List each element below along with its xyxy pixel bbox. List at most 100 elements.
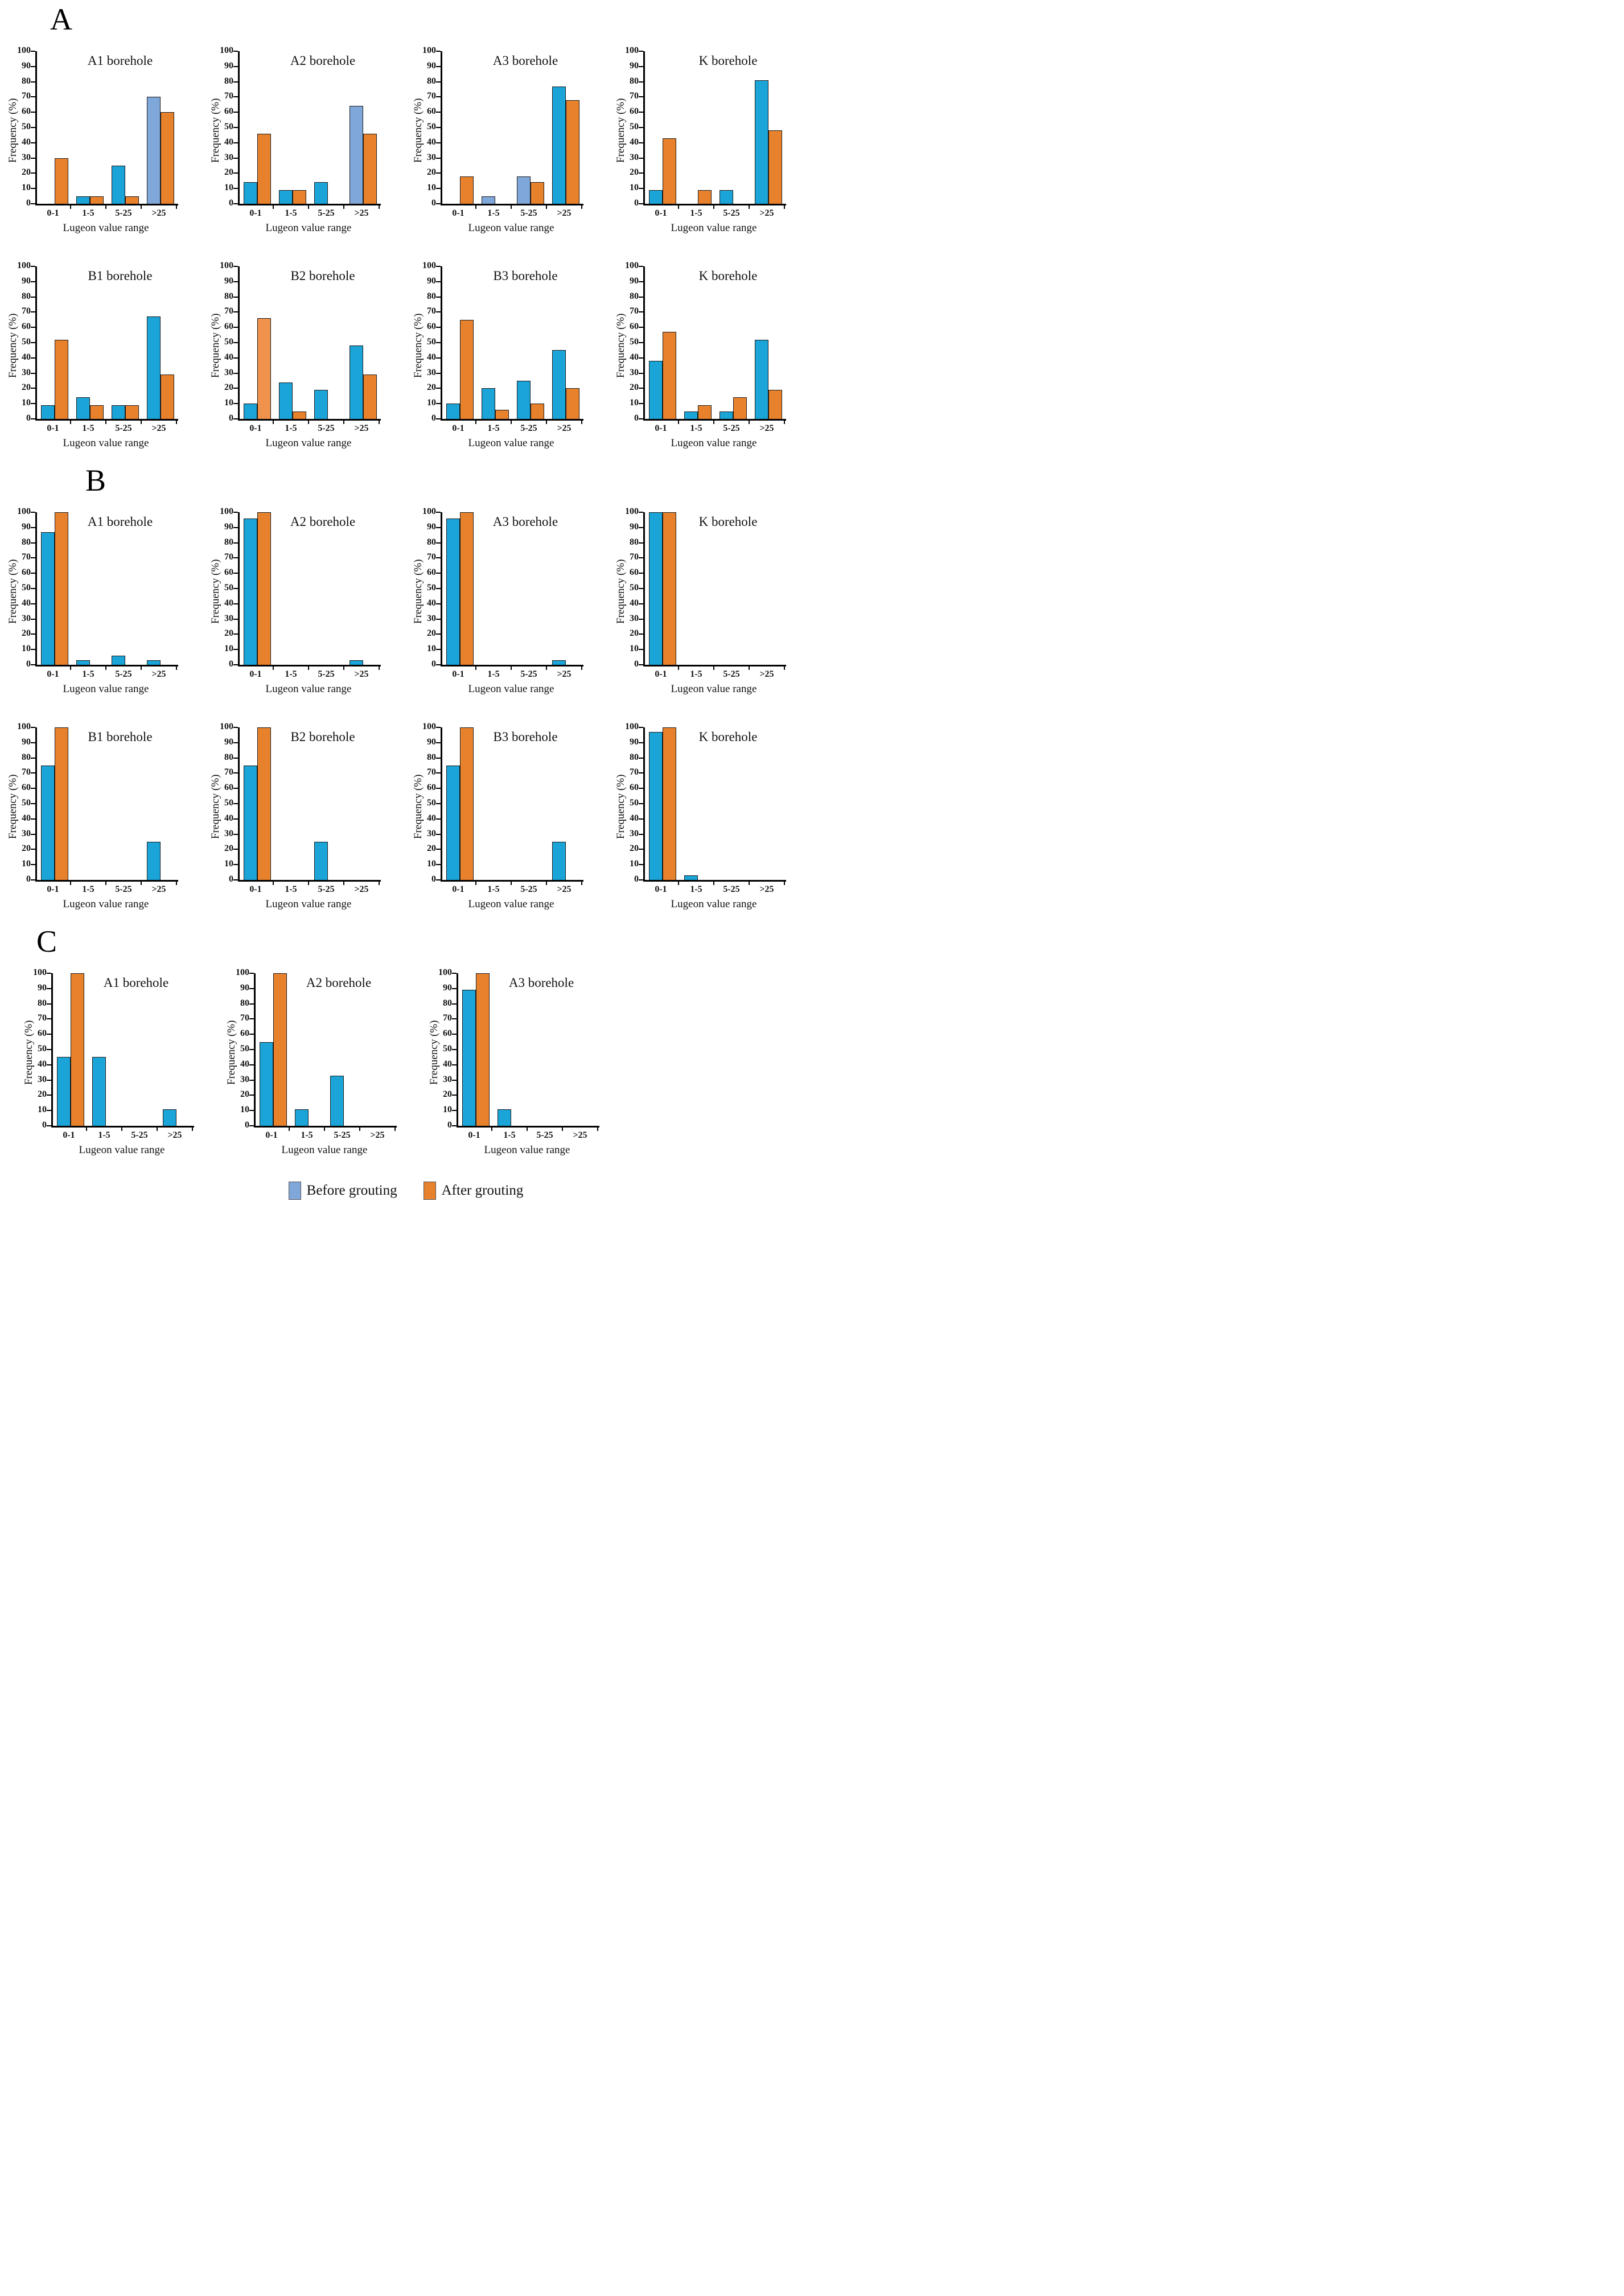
bar-before	[76, 660, 90, 665]
plot-area	[238, 727, 381, 882]
y-tick-mark	[31, 112, 35, 113]
plot-area	[441, 727, 583, 882]
y-tick-label: 70	[22, 552, 31, 562]
y-tick-mark	[47, 1003, 51, 1005]
y-tick-mark	[436, 112, 441, 113]
chart-title: K borehole	[698, 515, 758, 529]
x-tick-mark	[511, 880, 512, 885]
y-tick-label: 90	[427, 60, 436, 71]
y-tick-label: 10	[630, 644, 639, 654]
y-tick-label: 40	[224, 598, 233, 608]
x-tick-mark	[749, 665, 750, 670]
y-tick-mark	[436, 557, 441, 559]
y-tick-label: 100	[438, 968, 452, 977]
bar-before	[41, 532, 55, 665]
y-tick-mark	[31, 157, 35, 159]
y-tick-label: 80	[224, 537, 233, 547]
y-tick-mark	[639, 203, 643, 204]
bar-after	[55, 158, 68, 204]
y-tick-mark	[31, 849, 35, 850]
bar-before	[41, 766, 55, 880]
bar-before	[517, 176, 531, 204]
x-tick-mark	[141, 665, 142, 670]
y-tick-label: 20	[22, 843, 31, 854]
x-category-label: >25	[151, 884, 166, 894]
bar-after	[698, 190, 712, 204]
y-tick-label: 40	[427, 598, 436, 608]
y-tick-mark	[436, 788, 441, 789]
y-tick-mark	[233, 357, 238, 359]
y-tick-mark	[31, 127, 35, 128]
y-tick-label: 80	[630, 76, 639, 86]
plot-area	[238, 266, 381, 421]
chart-A-k-borehole: 0 10 20 30 40 50 60 70 80 90 100 0-1 1-5 5-25 >25 K bor…	[608, 249, 811, 464]
x-category-label: >25	[759, 669, 774, 679]
x-category-label: 5-25	[115, 208, 132, 218]
y-tick-mark	[452, 1110, 457, 1112]
y-tick-mark	[639, 372, 643, 374]
y-tick-label: 100	[422, 46, 436, 55]
x-tick-mark	[273, 880, 274, 885]
y-tick-label: 40	[22, 137, 31, 147]
x-category-label: 1-5	[487, 423, 500, 433]
chart-row: 0 10 20 30 40 50 60 70 80 90 100 0-1 1-5 5-25 >25 B1 bo…	[0, 710, 812, 925]
bar-before	[314, 842, 328, 880]
bar-after	[363, 375, 377, 419]
x-category-label: 1-5	[301, 1130, 313, 1140]
chart-row: 0 10 20 30 40 50 60 70 80 90 100 0-1 1-5 5-25 >25 A1 bo…	[0, 495, 812, 710]
chart-row: 0 10 20 30 40 50 60 70 80 90 100 0-1 1-5 5-25 >25 A1 bo…	[16, 956, 812, 1171]
y-tick-label: 90	[22, 60, 31, 71]
bar-before	[330, 1075, 344, 1126]
x-axis-title: Lugeon value range	[265, 437, 352, 449]
y-tick-mark	[452, 973, 457, 974]
chart-title: A2 borehole	[290, 515, 356, 529]
y-tick-mark	[31, 327, 35, 328]
y-tick-label: 100	[17, 46, 31, 55]
y-tick-label: 100	[220, 507, 233, 516]
bar-before	[41, 405, 55, 419]
x-category-label: >25	[370, 1130, 385, 1140]
y-tick-label: 10	[630, 859, 639, 869]
x-tick-mark	[176, 880, 177, 885]
y-tick-mark	[31, 512, 35, 513]
y-tick-mark	[639, 557, 643, 559]
y-tick-label: 0	[42, 1120, 47, 1130]
section-b: B 0 10 20 30 40 50 60 70 80 90 100 0-1 1-5 5-25 >25 A1 b…	[0, 464, 812, 925]
y-tick-label: 80	[427, 76, 436, 86]
x-category-label: >25	[151, 423, 166, 433]
y-tick-mark	[639, 512, 643, 513]
x-category-label: 1-5	[690, 884, 702, 894]
bar-after	[161, 375, 174, 419]
bar-after	[460, 727, 474, 880]
y-tick-mark	[47, 1034, 51, 1035]
y-tick-mark	[436, 172, 441, 174]
plot-area	[35, 512, 178, 666]
x-category-label: 5-25	[723, 669, 740, 679]
chart-C-a1-borehole: 0 10 20 30 40 50 60 70 80 90 100 0-1 1-5 5-25 >25 A1 bo…	[16, 956, 219, 1171]
x-tick-mark	[308, 665, 309, 670]
y-tick-mark	[452, 1094, 457, 1096]
x-tick-mark	[475, 419, 476, 424]
x-category-label: 0-1	[47, 669, 59, 679]
y-tick-label: 40	[630, 352, 639, 362]
bar-after	[768, 130, 782, 204]
x-category-label: 1-5	[285, 208, 297, 218]
x-tick-mark	[475, 880, 476, 885]
x-category-label: 0-1	[468, 1130, 480, 1140]
x-category-label: 5-25	[723, 423, 740, 433]
y-axis-title: Frequency (%)	[225, 1020, 237, 1085]
x-tick-mark	[308, 204, 309, 209]
y-tick-label: 100	[422, 722, 436, 731]
y-tick-label: 60	[38, 1028, 47, 1039]
y-tick-label: 40	[427, 137, 436, 147]
x-category-label: 5-25	[723, 884, 740, 894]
y-tick-label: 20	[630, 382, 639, 393]
y-tick-label: 50	[240, 1044, 249, 1054]
y-tick-label: 20	[630, 843, 639, 854]
bar-before	[147, 316, 161, 419]
bar-after	[531, 182, 544, 204]
x-tick-mark	[121, 1126, 122, 1131]
y-tick-label: 20	[427, 843, 436, 854]
y-tick-mark	[233, 649, 238, 651]
y-tick-mark	[31, 96, 35, 98]
